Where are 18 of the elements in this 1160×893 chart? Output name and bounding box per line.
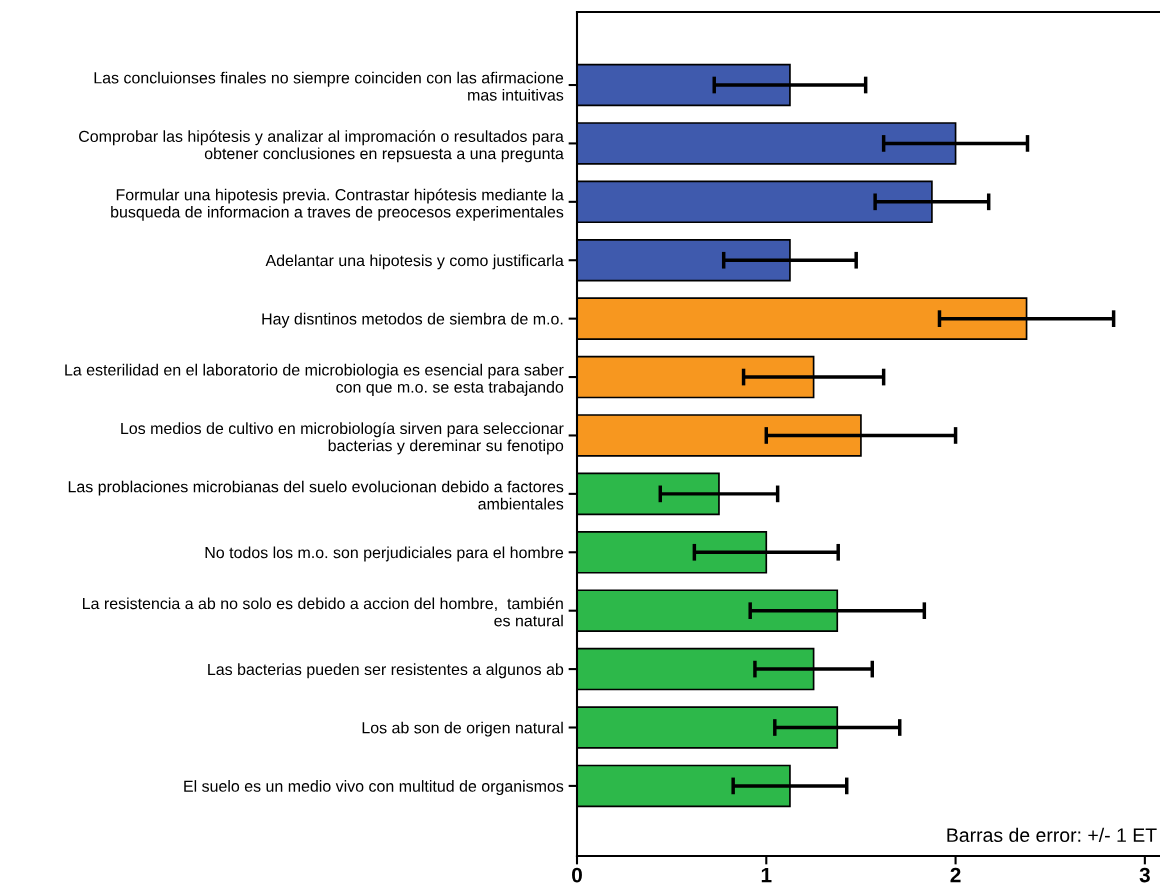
y-tick-label: La esterilidad en el laboratorio de microbiologia es esencial para saber con que m.o. se esta trabajando — [65, 363, 564, 396]
annotation: Barras de error: +/- 1 ET — [947, 827, 1157, 843]
y-tick-label: Comprobar las hipótesis y analizar al impromación o resultados para obtener conclusiones en repsuesta a una pregunta — [79, 130, 564, 163]
y-tick-label: El suelo es un medio vivo con multitud de organismos — [184, 780, 564, 796]
y-tick-label: Las concluionses finales no siempre coinciden con las afirmacione mas intuitivas — [94, 71, 564, 101]
y-tick-label: Hay disntinos metodos de siembra de m.o. — [262, 312, 563, 328]
y-tick-label: Adelantar una hipotesis y como justificarla — [265, 254, 564, 270]
x-tick-label: 3 — [1139, 867, 1150, 883]
y-tick-label: Los medios de cultivo en microbiología sirven para seleccionar bacterias y dereminar su fenotipo — [121, 422, 564, 455]
y-tick-label: No todos los m.o. son perjudiciales para el hombre — [205, 546, 564, 562]
y-tick-label: Las problaciones microbianas del suelo evolucionan debido a factores ambientales — [68, 480, 564, 510]
y-tick-label: Formular una hipotesis previa. Contrastar hipótesis mediante la busqueda de informacion a traves de preocesos experimentales — [111, 188, 564, 221]
x-tick-label: 0 — [572, 867, 582, 883]
y-tick-label: Las bacterias pueden ser resistentes a algunos ab — [208, 663, 564, 679]
x-tick-label: 1 — [761, 867, 772, 883]
y-tick-label: La resistencia a ab no solo es debido a accion del hombre, también es natural — [83, 597, 563, 627]
y-tick-label: Los ab son de origen natural — [362, 721, 563, 737]
x-tick-label: 2 — [950, 867, 961, 883]
